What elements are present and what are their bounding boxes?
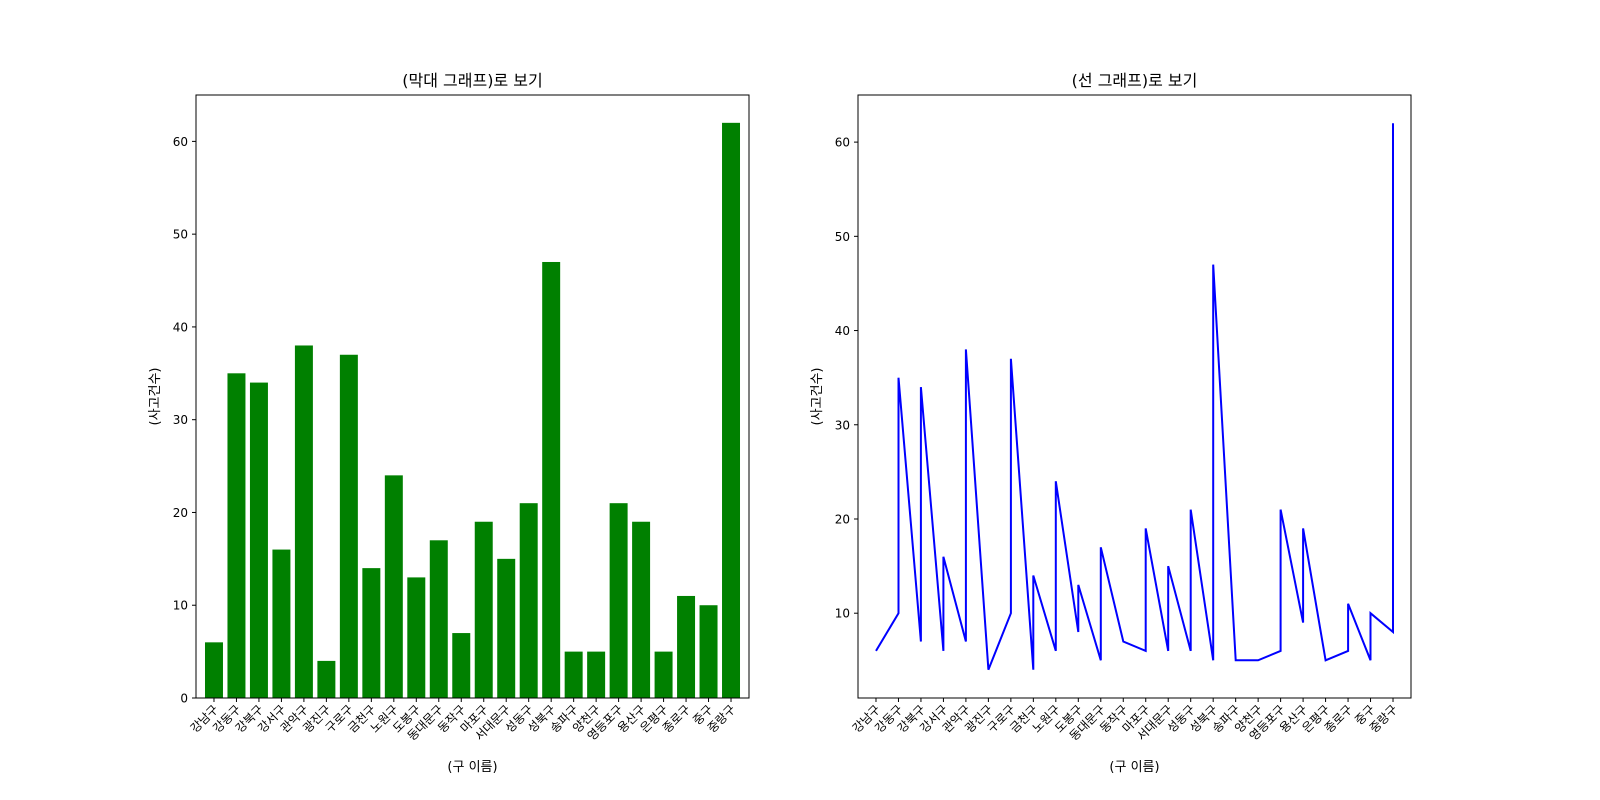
bar-성북구 (542, 261, 561, 698)
plot-area-frame (857, 94, 1412, 699)
bar-강동구 (227, 373, 246, 698)
bar-동작구 (452, 633, 471, 698)
x-axis-label: (구 이름) (1109, 760, 1159, 775)
y-axis-ticks: 10 20 30 40 50 60 (835, 136, 858, 621)
bar-동대문구 (429, 540, 448, 698)
y-tick-label: 50 (173, 228, 188, 242)
y-tick-label: 20 (835, 512, 850, 526)
y-axis-label: (사고건수) (810, 368, 825, 426)
bar-강남구 (204, 642, 223, 698)
bar-구로구 (339, 354, 358, 698)
bar-영등포구 (609, 503, 628, 698)
y-tick-label: 10 (173, 599, 188, 613)
bar-은평구 (654, 651, 673, 698)
series-line (875, 123, 1394, 671)
y-tick-label: 10 (835, 607, 850, 621)
bar-서대문구 (497, 558, 516, 698)
x-axis-ticks: 강남구강동구강북구강서구관악구광진구구로구금천구노원구도봉구동대문구동작구마포구… (850, 698, 1400, 743)
bar-용산구 (632, 521, 651, 698)
y-tick-label: 30 (173, 413, 188, 427)
x-axis-label: (구 이름) (447, 760, 497, 775)
bar-marks (204, 122, 741, 699)
y-axis-label: (사고건수) (148, 368, 163, 426)
y-axis-ticks: 0 10 20 30 40 50 60 (173, 135, 196, 706)
bar-금천구 (362, 568, 381, 698)
y-tick-label: 60 (835, 136, 850, 150)
plot-area-frame (195, 94, 750, 699)
chart-title: (막대 그래프)로 보기 (402, 71, 542, 90)
y-tick-label: 20 (173, 506, 188, 520)
bar-강북구 (249, 382, 268, 698)
x-axis-ticks: 강남구강동구강북구강서구관악구광진구구로구금천구노원구도봉구동대문구동작구마포구… (188, 698, 738, 743)
bar-마포구 (474, 521, 493, 698)
y-tick-label: 40 (835, 324, 850, 338)
bar-중구 (699, 605, 718, 698)
y-tick-label: 50 (835, 230, 850, 244)
bar-송파구 (564, 651, 583, 698)
bar-광진구 (317, 660, 336, 698)
bar-chart-panel: 0 10 20 30 40 50 60 강남구강동구강북구강서구관악구광진구구로구금천구노원… (148, 71, 750, 775)
bar-관악구 (294, 345, 313, 698)
bar-중랑구 (722, 122, 741, 699)
y-tick-label: 40 (173, 320, 188, 334)
y-tick-label: 0 (180, 692, 188, 706)
line-marks (875, 123, 1394, 671)
y-tick-label: 30 (835, 418, 850, 432)
bar-양천구 (587, 651, 606, 698)
bar-도봉구 (407, 577, 426, 698)
bar-종로구 (677, 595, 696, 698)
bar-강서구 (272, 549, 291, 698)
bar-노원구 (384, 475, 403, 698)
y-tick-label: 60 (173, 135, 188, 149)
bar-성동구 (519, 503, 538, 698)
chart-title: (선 그래프)로 보기 (1072, 71, 1198, 90)
line-chart-panel: 10 20 30 40 50 60 강남구강동구강북구강서구관악구광진구구로구금천구노원구… (810, 71, 1412, 775)
